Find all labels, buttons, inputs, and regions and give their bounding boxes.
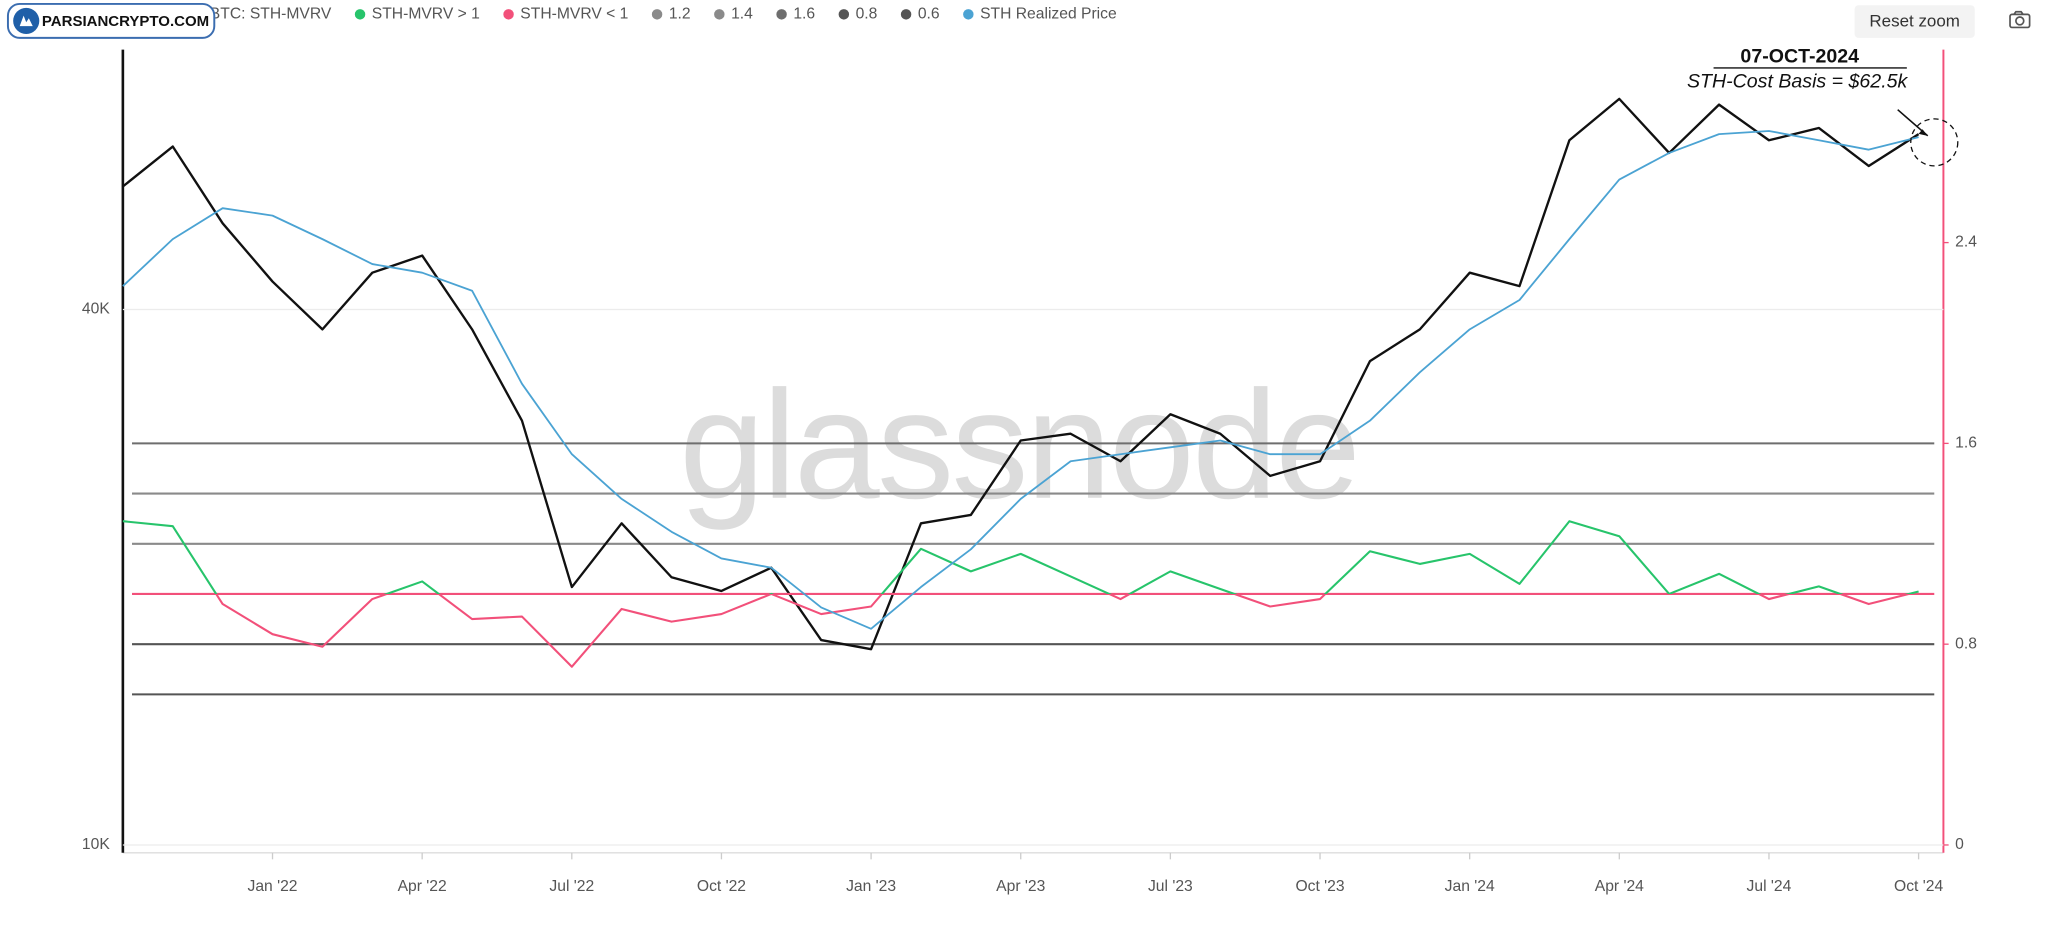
- reset-zoom-button[interactable]: [1854, 5, 1975, 38]
- y-tick-label: 40K: [82, 301, 110, 318]
- legend-label[interactable]: STH Realized Price: [980, 6, 1117, 23]
- legend-marker: [838, 9, 850, 20]
- y2-tick-label: 0: [1955, 836, 1964, 853]
- y2-tick-label: 1.6: [1955, 435, 1977, 452]
- legend-label[interactable]: BTC: STH-MVRV: [210, 6, 332, 23]
- legend-label[interactable]: 0.8: [856, 6, 878, 23]
- legend-label[interactable]: 1.4: [731, 6, 753, 23]
- x-tick-label: Jan '23: [846, 878, 896, 895]
- y-tick-label: 10K: [82, 836, 110, 853]
- reset-zoom-label[interactable]: Reset zoom: [1869, 12, 1960, 31]
- annotation-text: STH-Cost Basis = $62.5k: [1687, 70, 1909, 92]
- legend-label[interactable]: STH-MVRV < 1: [520, 6, 628, 23]
- legend-label[interactable]: 1.2: [669, 6, 691, 23]
- legend-marker: [714, 9, 725, 20]
- legend-label[interactable]: 1.6: [793, 6, 815, 23]
- series-line: [122, 520, 1919, 668]
- legend-marker: [776, 9, 787, 20]
- legend-marker: [963, 9, 974, 20]
- legend-label[interactable]: STH-MVRV > 1: [372, 6, 480, 23]
- x-tick-label: Oct '23: [1295, 878, 1344, 895]
- y2-tick-label: 2.4: [1955, 234, 1977, 251]
- logo: PARSIANCRYPTO.COM: [6, 2, 216, 39]
- annotation-date: 07-OCT-2024: [1740, 46, 1859, 68]
- legend-label[interactable]: 0.6: [918, 6, 940, 23]
- annotation-circle: [1910, 118, 1959, 167]
- legend-marker: [354, 9, 366, 20]
- legend-marker: [900, 9, 912, 20]
- legend-marker: [503, 9, 514, 20]
- x-tick-label: Oct '24: [1894, 878, 1943, 895]
- x-tick-label: Apr '24: [1595, 878, 1644, 895]
- legend-marker: [651, 9, 663, 20]
- x-tick-label: Apr '23: [996, 878, 1045, 895]
- x-tick-label: Jul '22: [549, 878, 594, 895]
- x-tick-label: Jan '24: [1445, 878, 1495, 895]
- annotation-arrowhead: [1918, 129, 1928, 136]
- x-tick-label: Jul '24: [1747, 878, 1792, 895]
- series-line: [122, 130, 1919, 630]
- x-tick-label: Oct '22: [697, 878, 746, 895]
- y2-tick-label: 0.8: [1955, 635, 1977, 652]
- x-tick-label: Jan '22: [248, 878, 298, 895]
- series-line: [122, 97, 1920, 651]
- logo-text: PARSIANCRYPTO.COM: [42, 13, 209, 30]
- camera-icon[interactable]: [2009, 10, 2031, 29]
- x-tick-label: Jul '23: [1148, 878, 1193, 895]
- x-tick-label: Apr '22: [398, 878, 447, 895]
